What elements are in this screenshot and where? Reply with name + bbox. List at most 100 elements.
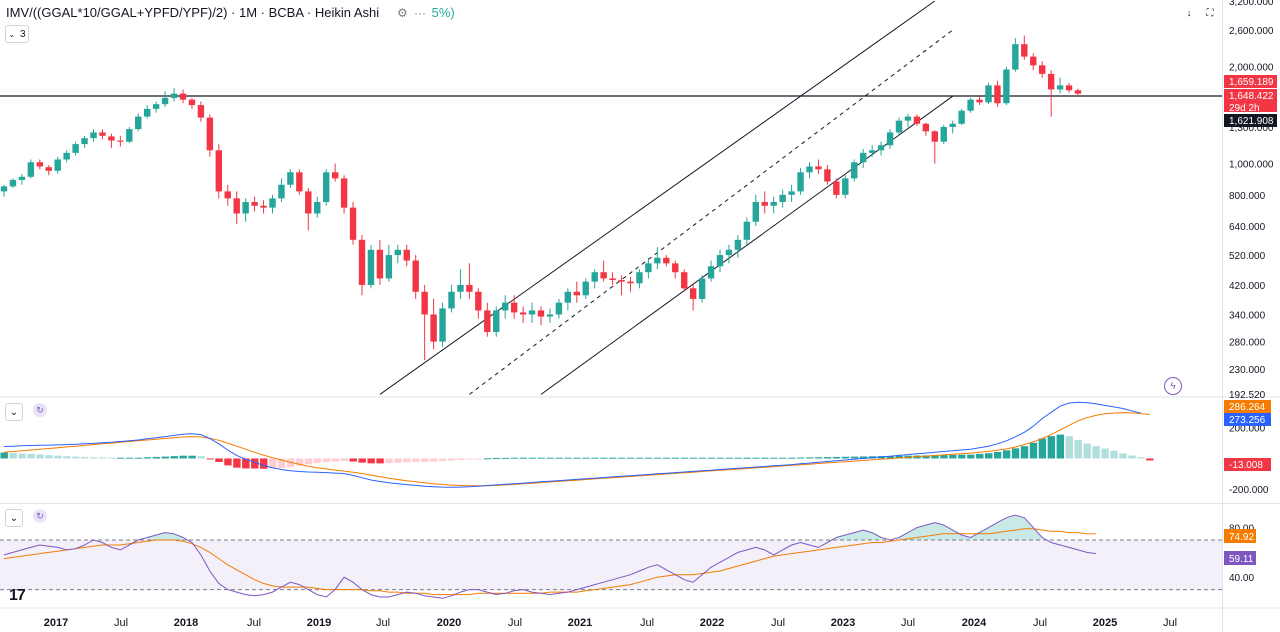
macd-histogram-bar bbox=[761, 457, 769, 459]
price-tick-label: 2,600.000 bbox=[1229, 26, 1274, 37]
macd-histogram-bar bbox=[519, 457, 527, 459]
rsi-overbought-fill bbox=[147, 532, 183, 540]
time-tick-label: 2025 bbox=[1093, 617, 1117, 629]
macd-collapse-button[interactable]: ⌄ bbox=[5, 403, 23, 421]
macd-histogram-bar bbox=[349, 458, 357, 462]
macd-histogram-bar bbox=[940, 455, 948, 459]
candle-body bbox=[242, 202, 249, 214]
refresh-icon[interactable]: ↻ bbox=[33, 509, 47, 523]
candle-body bbox=[860, 152, 867, 163]
candle-body bbox=[484, 310, 491, 332]
candle-body bbox=[1056, 85, 1064, 90]
candle-body bbox=[582, 281, 589, 296]
symbol-title[interactable]: IMV/((GGAL*10/GGAL+YPFD/YPF)/2) · 1M · B… bbox=[6, 5, 455, 20]
macd-histogram-bar bbox=[340, 458, 348, 461]
candle-body bbox=[734, 239, 742, 250]
macd-histogram-bar bbox=[161, 456, 169, 459]
candle-body bbox=[152, 104, 160, 109]
candle-body bbox=[475, 291, 482, 311]
macd-histogram-bar bbox=[152, 456, 161, 459]
rsi-band-fill bbox=[0, 540, 1222, 590]
time-tick-label: Jul bbox=[640, 617, 654, 629]
candle-body bbox=[689, 288, 697, 299]
macd-histogram-bar bbox=[269, 458, 277, 469]
candle-body bbox=[296, 172, 303, 192]
rsi-value-text: 59.11 bbox=[1229, 554, 1254, 565]
time-tick-label: 2023 bbox=[831, 617, 855, 629]
candle-body bbox=[367, 249, 375, 285]
gear-icon[interactable]: ⚙ bbox=[397, 6, 408, 20]
arrow-down-icon[interactable]: ↓ bbox=[1181, 5, 1197, 21]
lightning-icon[interactable]: ϟ bbox=[1164, 377, 1182, 395]
macd-histogram-bar bbox=[707, 457, 715, 459]
candle-body bbox=[949, 123, 956, 127]
macd-histogram-bar bbox=[627, 457, 635, 459]
channel-middle-line bbox=[469, 29, 954, 395]
price-label-text: 1,648.422 bbox=[1229, 91, 1274, 102]
macd-histogram-bar bbox=[528, 457, 536, 459]
candle-body bbox=[323, 172, 330, 203]
time-tick-label: Jul bbox=[901, 617, 915, 629]
macd-histogram-bar bbox=[304, 458, 313, 465]
macd-histogram-bar bbox=[394, 458, 402, 463]
candle-body bbox=[27, 162, 35, 177]
rsi-line bbox=[3, 514, 1096, 599]
macd-histogram-bar bbox=[564, 457, 572, 459]
candle-body bbox=[904, 116, 912, 121]
time-tick-label: 2017 bbox=[44, 617, 68, 629]
price-tick-label: 1,300.000 bbox=[1229, 123, 1274, 134]
candle-body bbox=[161, 97, 169, 105]
macd-histogram-bar bbox=[63, 456, 71, 459]
candle-body bbox=[931, 131, 938, 142]
candle-body bbox=[502, 302, 509, 311]
price-tick-label: 520.000 bbox=[1229, 251, 1266, 262]
macd-histogram-bar bbox=[125, 457, 134, 459]
macd-histogram-bar bbox=[134, 457, 143, 459]
macd-histogram-bar bbox=[797, 457, 805, 459]
candle-body bbox=[537, 310, 545, 317]
macd-histogram-bar bbox=[277, 458, 286, 468]
rsi-value-box bbox=[1224, 551, 1256, 565]
rsi-collapse-button[interactable]: ⌄ bbox=[5, 509, 23, 527]
candle-body bbox=[698, 278, 706, 299]
tv-logo-icon[interactable]: 17 bbox=[9, 587, 26, 604]
candle-body bbox=[9, 179, 17, 187]
macd-histogram-bar bbox=[439, 458, 447, 462]
candle-body bbox=[18, 176, 26, 180]
macd-histogram-bar bbox=[465, 458, 474, 460]
rsi-tick-label: 40.00 bbox=[1229, 573, 1254, 584]
macd-histogram-bar bbox=[716, 457, 724, 459]
candle-body bbox=[269, 198, 276, 208]
trend-channel[interactable] bbox=[0, 0, 1222, 395]
candle-body bbox=[779, 194, 786, 203]
candle-body bbox=[108, 136, 115, 141]
more-icon[interactable]: ··· bbox=[414, 6, 427, 20]
candle-body bbox=[868, 150, 876, 153]
macd-histogram-bar bbox=[421, 458, 429, 462]
refresh-icon[interactable]: ↻ bbox=[33, 403, 47, 417]
macd-histogram-bar bbox=[242, 458, 250, 469]
macd-histogram-bar bbox=[98, 457, 107, 459]
price-label-box bbox=[1224, 89, 1277, 102]
candle-body bbox=[117, 140, 124, 142]
indicator-toggle[interactable]: ⌄ 3 bbox=[5, 25, 29, 43]
macd-histogram-bar bbox=[72, 456, 80, 459]
macd-histogram-bar bbox=[430, 458, 438, 462]
macd-histogram-bar bbox=[788, 457, 796, 459]
candle-body bbox=[45, 167, 52, 171]
macd-histogram-bar bbox=[510, 457, 519, 459]
candle-body bbox=[305, 191, 312, 214]
macd-histogram-bar bbox=[251, 458, 259, 469]
macd-histogram-bar bbox=[779, 457, 787, 459]
time-tick-label: 2022 bbox=[700, 617, 724, 629]
macd-histogram-bar bbox=[850, 456, 859, 459]
macd-histogram-bar bbox=[376, 458, 384, 464]
indicator-count: 3 bbox=[19, 28, 26, 40]
fullscreen-icon[interactable]: ⛶ bbox=[1202, 5, 1218, 21]
macd-histogram-bar bbox=[483, 458, 492, 460]
candle-body bbox=[144, 108, 151, 117]
macd-histogram-bar bbox=[1128, 455, 1136, 459]
candle-body bbox=[99, 132, 106, 136]
macd-histogram-bar bbox=[591, 457, 599, 459]
